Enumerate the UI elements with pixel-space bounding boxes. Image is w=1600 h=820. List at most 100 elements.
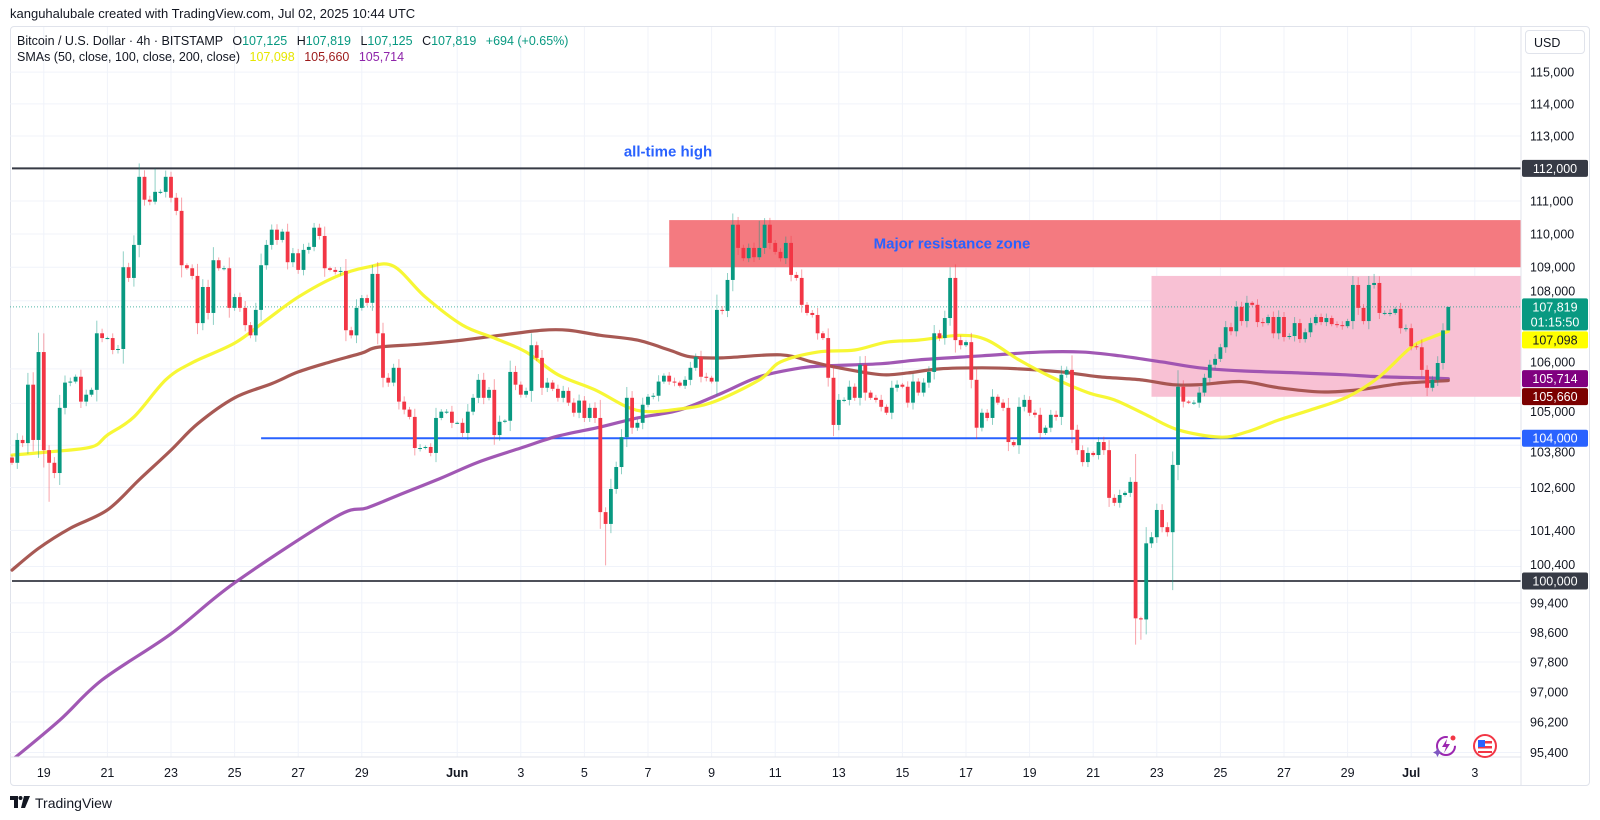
candle-body [1287,336,1292,338]
resistance-zone [669,220,1521,268]
candle [1043,425,1048,436]
range-zone [1151,275,1521,397]
candle [322,226,327,277]
candle-body [185,265,189,269]
candle-body [1001,402,1005,408]
candle-body [513,371,518,385]
candle [455,421,460,425]
sma-legend-row[interactable]: SMAs (50, close, 100, close, 200, close)… [17,49,568,65]
us-flag-icon[interactable] [1472,733,1498,764]
candle-body [1202,377,1207,393]
candle [1165,522,1170,537]
candle-body [752,247,756,258]
tradingview-logo-text: TradingView [35,795,113,811]
candle-body [529,345,534,391]
candle [619,429,624,475]
candle [948,267,952,326]
symbol-legend-row[interactable]: Bitcoin / U.S. Dollar · 4h · BITSTAMP O1… [17,33,568,49]
candle [1149,532,1154,548]
candle [699,350,703,383]
candle-body [974,379,979,428]
candle [524,387,528,398]
candle [1223,321,1228,353]
candle-body [428,446,433,453]
candle-body [1075,429,1080,451]
candle-body [375,273,380,334]
candle [895,380,899,392]
candle [884,404,889,415]
candle-body [1149,537,1154,544]
candle [1070,355,1074,444]
candle-body [847,386,852,400]
candle-body [84,394,89,402]
candle-body [174,197,179,211]
time-tick-label: 3 [1471,766,1478,780]
candle [810,310,815,318]
candle [534,341,539,362]
candle [1287,333,1292,340]
candle-body [1255,304,1260,323]
sma100-value: 105,660 [304,50,350,64]
candle [1260,318,1265,327]
candle-body [1176,386,1180,465]
candle-body [126,267,131,278]
candle [667,372,672,385]
candle [640,397,645,430]
candle [439,409,444,421]
candle [550,380,555,392]
candle-body [391,367,396,383]
chart-legend: Bitcoin / U.S. Dollar · 4h · BITSTAMP O1… [17,33,568,65]
candle [126,262,131,282]
currency-button[interactable]: USD [1525,30,1585,54]
candle-body [646,396,650,405]
price-tick-label: 109,000 [1530,261,1575,275]
time-tick-label: 3 [517,766,524,780]
candle-body [1054,414,1058,417]
price-tick-label: 106,000 [1530,355,1575,369]
low-label: L [360,34,368,48]
candle-body [301,249,306,270]
candle-body [418,448,422,450]
candle [582,396,587,423]
candle [635,419,640,431]
chart-pane: Major resistance zone all-time high [10,27,1521,757]
candle-body [163,176,168,192]
candle [301,243,306,276]
candle-body [609,488,613,524]
candle [715,294,719,396]
price-tick-label: 95,400 [1530,746,1568,760]
sma50-value: 107,098 [249,50,295,64]
candle [1319,313,1323,326]
candle-body [741,247,746,259]
candle [328,266,332,272]
candle [805,302,809,316]
time-tick-label: 25 [1213,766,1227,780]
candle [116,345,120,354]
sparkle-lightning-icon[interactable] [1432,733,1458,764]
tradingview-logo[interactable]: TradingView [10,795,112,811]
candle [1435,356,1440,387]
candle [985,409,990,422]
candle [768,217,772,250]
candle-body [672,381,677,383]
all-time-high-price-badge-text: 112,000 [1533,162,1577,176]
candle-body [1303,332,1308,340]
time-tick-label: 9 [708,766,715,780]
candle [1170,451,1175,591]
candle [693,353,698,371]
candle-body [147,199,152,202]
candle [889,380,894,420]
candle [68,377,73,387]
candle [137,163,142,258]
candle [746,243,751,263]
candle [974,367,979,439]
candle [100,328,104,343]
candle-body [550,382,555,389]
candle [259,253,263,321]
candle-body [195,275,200,324]
candle [874,394,878,403]
candle [1160,504,1164,533]
candle [492,379,497,445]
